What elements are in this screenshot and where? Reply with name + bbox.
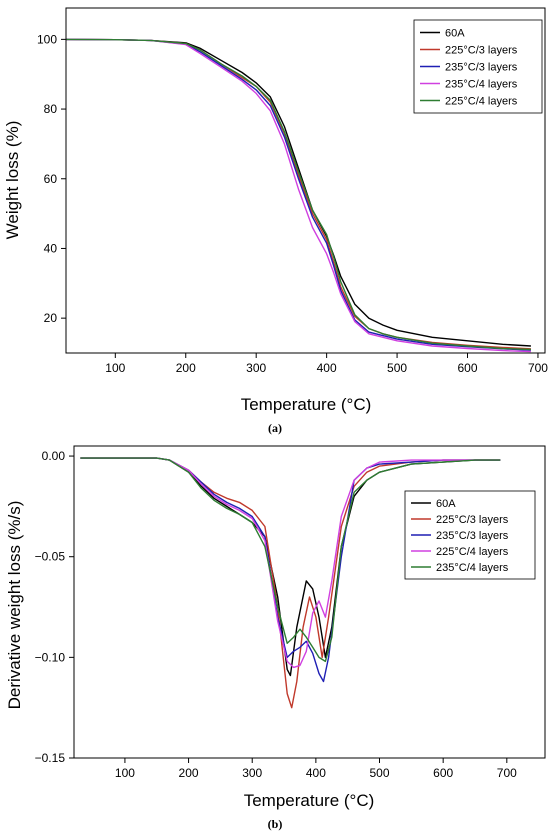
panel-a-x-axis-title: Temperature (°C) [241, 395, 372, 414]
legend-entry: 225°C/4 layers [436, 546, 509, 558]
series-line-4 [80, 457, 501, 669]
x-tick-label: 600 [433, 766, 453, 780]
panel-b-y-axis-title: Derivative weight loss (%/s) [5, 501, 24, 710]
legend-entry: 235°C/3 layers [445, 62, 518, 74]
y-tick-label: −0.05 [35, 550, 66, 564]
y-tick-label: 20 [44, 311, 58, 325]
legend-entry: 60A [436, 498, 456, 510]
x-tick-label: 100 [115, 766, 135, 780]
x-tick-label: 100 [105, 361, 125, 375]
x-tick-label: 300 [242, 766, 262, 780]
panel-b-frame [73, 445, 546, 759]
x-tick-label: 600 [457, 361, 477, 375]
y-tick-label: 80 [44, 102, 58, 116]
series-line-5 [80, 457, 501, 663]
panel-a-y-axis-title: Weight loss (%) [3, 121, 22, 240]
legend-entry: 235°C/4 layers [445, 79, 518, 91]
legend-entry: 60A [445, 28, 465, 40]
panel-b-label: (b) [268, 817, 283, 831]
y-tick-label: −0.10 [35, 650, 66, 664]
panel-a-label: (a) [268, 421, 282, 435]
legend-entry: 225°C/3 layers [445, 45, 518, 57]
x-tick-label: 300 [246, 361, 266, 375]
legend-entry: 235°C/4 layers [436, 562, 509, 574]
legend-entry: 225°C/3 layers [436, 514, 509, 526]
x-tick-label: 200 [176, 361, 196, 375]
x-tick-label: 700 [528, 361, 548, 375]
panel-a-ticks: 100 200 300 400 500 600 700 20 40 60 80 100 [37, 32, 548, 375]
panel-a-legend: 60A 225°C/3 layers 235°C/3 layers 235°C/4 l… [413, 19, 543, 114]
panel-b-chart: 100 200 300 400 500 600 700 0.00 −0.05 −0.10 −0.15… [5, 445, 546, 831]
y-tick-label: 100 [37, 32, 57, 46]
series-line-3 [65, 38, 531, 351]
series-line-4 [65, 38, 531, 353]
legend-entry: 235°C/3 layers [436, 530, 509, 542]
y-tick-label: 40 [44, 241, 58, 255]
panel-a-chart: 100 200 300 400 500 600 700 20 40 60 80 100 60A 225°… [3, 7, 548, 435]
y-tick-label: −0.15 [35, 751, 66, 765]
x-tick-label: 200 [179, 766, 199, 780]
x-tick-label: 400 [317, 361, 337, 375]
y-tick-label: 0.00 [42, 449, 66, 463]
panel-a-plot-area [65, 38, 531, 353]
x-tick-label: 500 [369, 766, 389, 780]
panel-a-frame [65, 7, 546, 354]
panel-b-plot-area [80, 457, 501, 709]
panel-b-x-axis-title: Temperature (°C) [244, 791, 375, 810]
legend-entry: 225°C/4 layers [445, 96, 518, 108]
panel-b-ticks: 100 200 300 400 500 600 700 0.00 −0.05 −0.10 −0.15 [35, 449, 518, 780]
x-tick-label: 500 [387, 361, 407, 375]
y-tick-label: 60 [44, 172, 58, 186]
x-tick-label: 700 [497, 766, 517, 780]
x-tick-label: 400 [306, 766, 326, 780]
panel-b-legend: 60A 225°C/3 layers 235°C/3 layers 225°C/4 l… [404, 490, 536, 580]
series-line-5 [65, 38, 531, 351]
